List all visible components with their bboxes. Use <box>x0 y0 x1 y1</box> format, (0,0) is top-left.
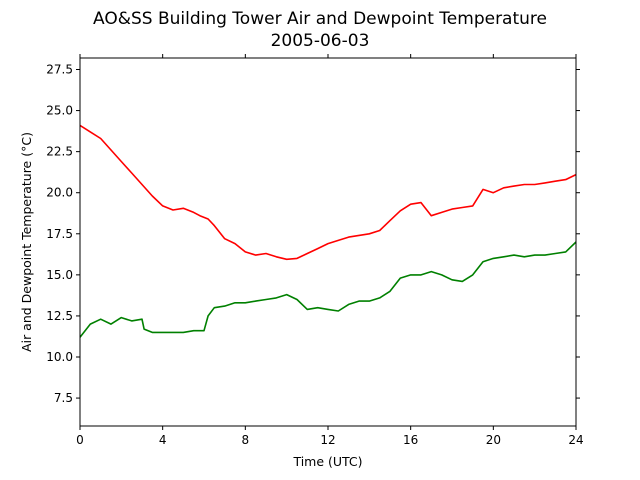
y-tick-label: 25.0 <box>46 104 73 118</box>
air-temperature-line <box>79 124 577 261</box>
y-tick-label: 17.5 <box>46 227 73 241</box>
chart-subtitle: 2005-06-03 <box>271 31 370 51</box>
dewpoint-temperature-line <box>79 241 577 338</box>
y-tick-label: 7.5 <box>54 391 73 405</box>
chart-title: AO&SS Building Tower Air and Dewpoint Te… <box>93 9 547 29</box>
x-tick-label: 12 <box>320 433 335 447</box>
x-tick-label: 8 <box>242 433 250 447</box>
axis-ticks: 0 4 8 12 16 20 24 7.5 10.0 12.5 15.0 17.5 20.0 22.5 25… <box>46 54 584 447</box>
x-tick-label: 16 <box>403 433 418 447</box>
x-tick-label: 4 <box>159 433 167 447</box>
y-tick-label: 20.0 <box>46 186 73 200</box>
y-tick-label: 15.0 <box>46 268 73 282</box>
x-axis-label: Time (UTC) <box>292 454 362 469</box>
x-tick-label: 24 <box>568 433 583 447</box>
y-tick-label: 10.0 <box>46 350 73 364</box>
x-tick-label: 20 <box>486 433 501 447</box>
y-tick-label: 12.5 <box>46 309 73 323</box>
x-tick-label: 0 <box>76 433 84 447</box>
plot-frame <box>79 57 577 427</box>
y-axis-label: Air and Dewpoint Temperature (°C) <box>19 132 34 352</box>
plot-area <box>79 124 577 338</box>
y-tick-label: 22.5 <box>46 145 73 159</box>
y-tick-label: 27.5 <box>46 63 73 77</box>
